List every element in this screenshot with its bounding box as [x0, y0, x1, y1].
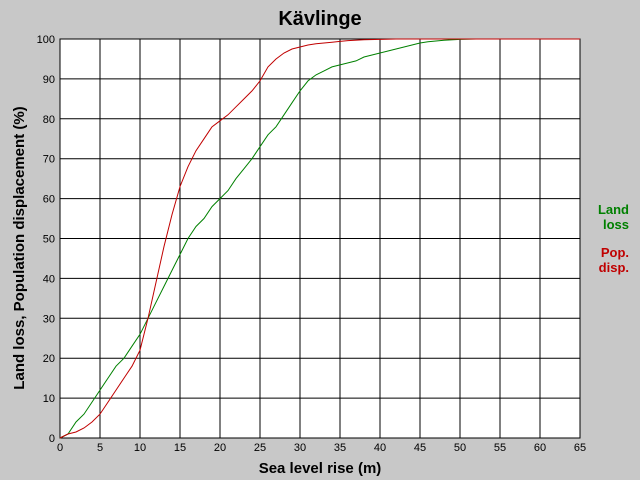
series-line-pop-disp — [59, 38, 580, 439]
x-tick-label: 0 — [57, 442, 63, 454]
y-tick-labels: 0 10 20 30 40 50 60 70 80 90 100 — [37, 34, 55, 445]
y-tick-label: 0 — [49, 433, 55, 445]
x-tick-label: 25 — [254, 442, 266, 454]
x-tick-label: 15 — [174, 442, 186, 454]
y-tick-label: 90 — [43, 74, 55, 86]
y-tick-label: 80 — [43, 114, 55, 126]
x-tick-label: 45 — [414, 442, 426, 454]
series-lines — [59, 38, 580, 439]
legend-entry: Land — [598, 202, 629, 217]
x-tick-label: 55 — [494, 442, 506, 454]
y-tick-label: 50 — [43, 234, 55, 246]
legend-entry: disp. — [599, 260, 629, 275]
chart-title: Kävlinge — [278, 8, 361, 30]
y-tick-label: 20 — [43, 353, 55, 365]
x-axis-label: Sea level rise (m) — [259, 460, 382, 477]
x-tick-label: 40 — [374, 442, 386, 454]
y-tick-label: 60 — [43, 194, 55, 206]
x-tick-label: 60 — [534, 442, 546, 454]
x-tick-label: 10 — [134, 442, 146, 454]
y-tick-label: 100 — [37, 34, 55, 46]
x-tick-label: 5 — [97, 442, 103, 454]
y-tick-label: 40 — [43, 273, 55, 285]
y-axis-label: Land loss, Population displacement (%) — [11, 106, 28, 389]
y-tick-label: 30 — [43, 313, 55, 325]
y-tick-label: 10 — [43, 393, 55, 405]
x-tick-label: 20 — [214, 442, 226, 454]
x-tick-label: 65 — [574, 442, 586, 454]
x-tick-label: 50 — [454, 442, 466, 454]
legend-entry: Pop. — [601, 245, 629, 260]
legend-entry: loss — [603, 217, 629, 232]
y-tick-label: 70 — [43, 154, 55, 166]
x-tick-labels: 0 5 10 15 20 25 30 35 40 45 50 55 60 65 — [57, 442, 586, 454]
grid-lines — [59, 38, 581, 439]
series-line-land-loss — [59, 38, 492, 439]
x-tick-label: 30 — [294, 442, 306, 454]
x-tick-label: 35 — [334, 442, 346, 454]
